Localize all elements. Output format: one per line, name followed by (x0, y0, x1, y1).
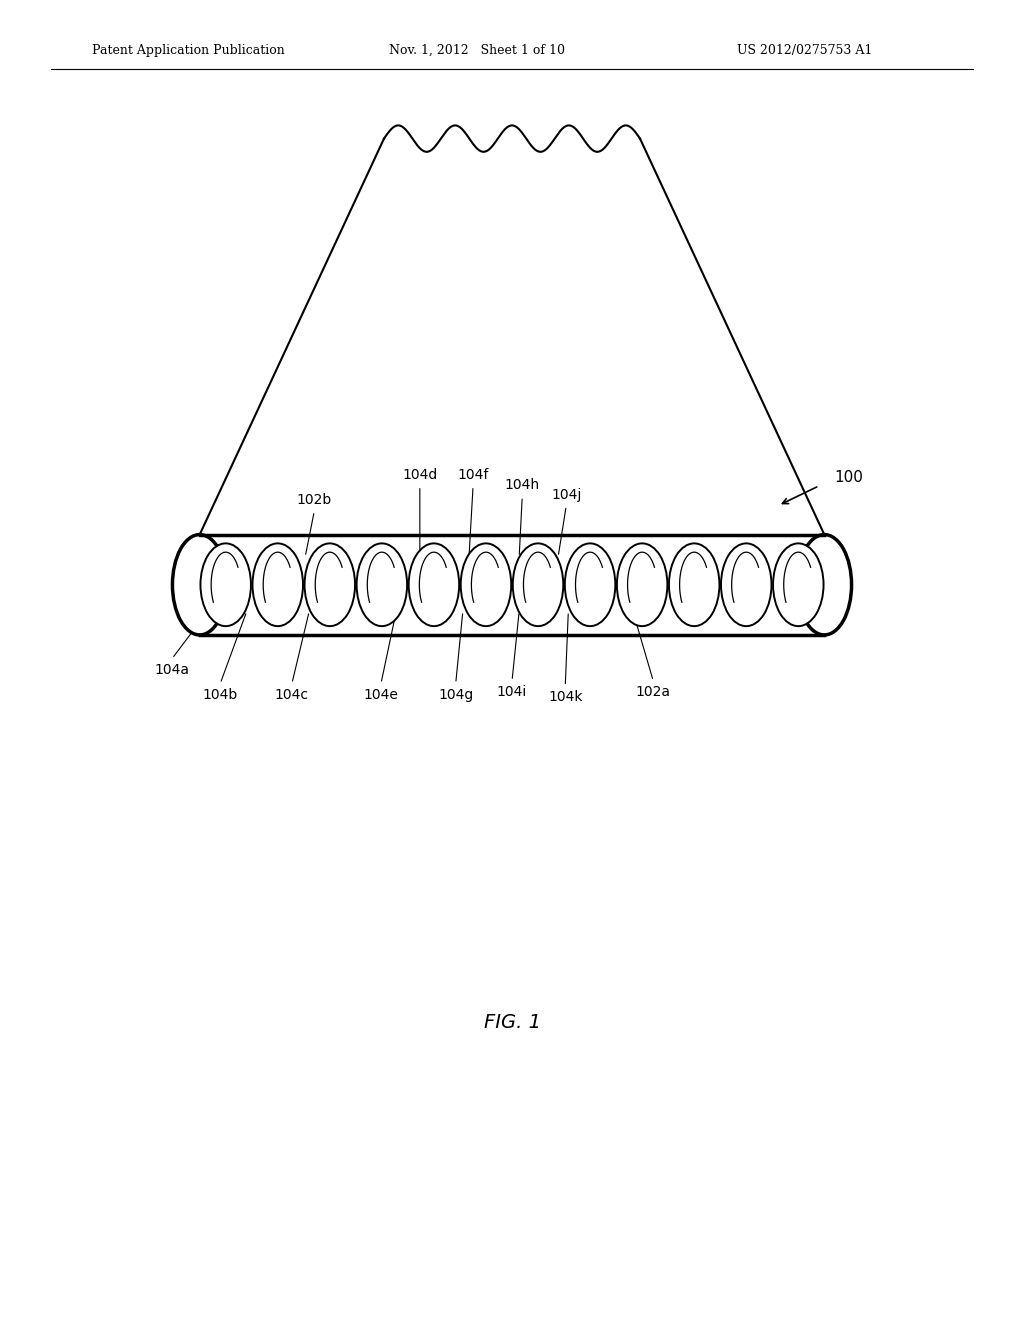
Ellipse shape (253, 544, 303, 626)
Ellipse shape (513, 544, 563, 626)
Ellipse shape (797, 535, 852, 635)
Text: 104l: 104l (676, 574, 707, 587)
Text: 104i: 104i (497, 685, 527, 700)
Bar (200, 535, 824, 635)
Ellipse shape (409, 544, 459, 626)
Text: FIG. 1: FIG. 1 (483, 1014, 541, 1032)
Text: Patent Application Publication: Patent Application Publication (92, 44, 285, 57)
Text: 104h: 104h (505, 478, 540, 492)
Text: 102b: 102b (297, 492, 332, 507)
Ellipse shape (356, 544, 408, 626)
Text: 104j: 104j (551, 487, 582, 502)
Text: 104k: 104k (548, 690, 583, 705)
Ellipse shape (616, 544, 668, 626)
Ellipse shape (773, 544, 823, 626)
Text: Nov. 1, 2012   Sheet 1 of 10: Nov. 1, 2012 Sheet 1 of 10 (389, 44, 565, 57)
Ellipse shape (201, 544, 251, 626)
Text: 104c: 104c (274, 688, 309, 702)
Text: 100: 100 (835, 470, 863, 486)
Text: 104f: 104f (458, 467, 488, 482)
Text: US 2012/0275753 A1: US 2012/0275753 A1 (737, 44, 872, 57)
Ellipse shape (565, 544, 615, 626)
Text: 104b: 104b (203, 688, 238, 702)
Ellipse shape (721, 544, 771, 626)
Text: 104e: 104e (364, 688, 398, 702)
Text: 104a: 104a (155, 663, 189, 677)
Text: 104d: 104d (402, 467, 437, 482)
Ellipse shape (461, 544, 511, 626)
Ellipse shape (172, 535, 227, 635)
Ellipse shape (304, 544, 355, 626)
Ellipse shape (669, 544, 720, 626)
Text: 102a: 102a (636, 685, 671, 700)
Text: 104g: 104g (438, 688, 473, 702)
